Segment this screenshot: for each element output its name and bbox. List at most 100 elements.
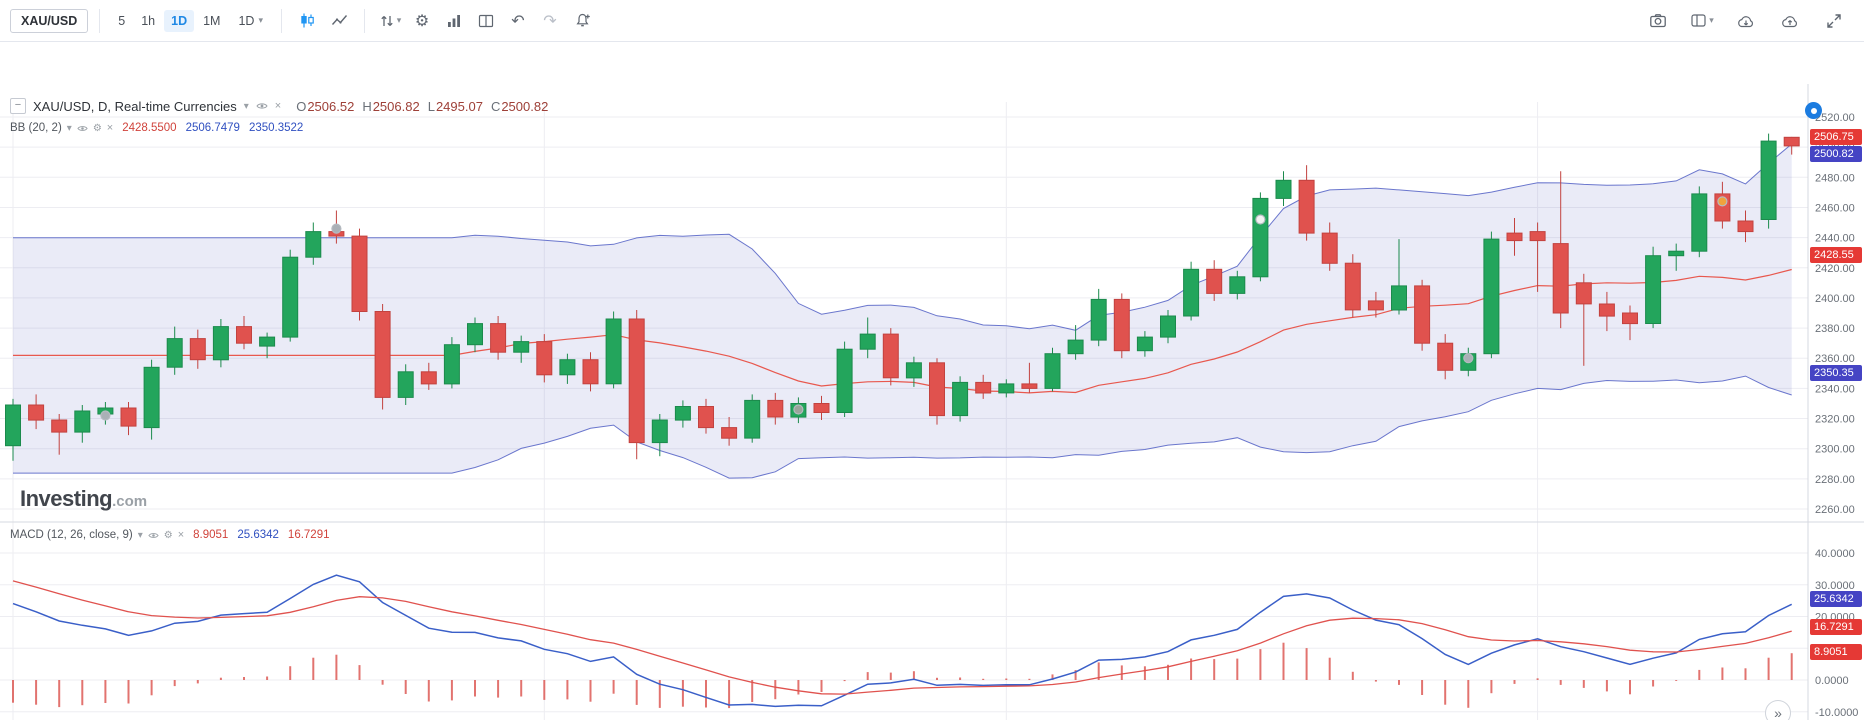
chevron-down-icon[interactable]: ▾ — [66, 122, 72, 134]
candle — [1113, 293, 1130, 359]
price-tick-label: 2480.00 — [1815, 172, 1855, 184]
axis-price-tag: 25.6342 — [1810, 591, 1862, 607]
candle — [5, 398, 21, 461]
low-value: 2495.07 — [435, 98, 483, 114]
price-tick-label: 2320.00 — [1815, 414, 1855, 426]
candle — [490, 316, 507, 360]
candle — [975, 374, 992, 399]
visibility-icon[interactable] — [148, 530, 159, 541]
macd-legend: MACD (12, 26, close, 9) ▾ ⚙ × 8.9051 25.… — [10, 529, 330, 541]
candle — [1760, 133, 1777, 229]
alert-button[interactable] — [568, 7, 596, 35]
chevron-down-icon[interactable]: ▾ — [137, 529, 143, 541]
timeframe-button-1m[interactable]: 1M — [196, 10, 227, 32]
candle — [1021, 362, 1038, 393]
axis-price-tag: 2428.55 — [1810, 247, 1862, 263]
compare-button[interactable]: ▾ — [376, 7, 404, 35]
undo-icon: ↶ — [511, 12, 525, 30]
candle — [443, 337, 460, 389]
low-label: L — [427, 98, 435, 114]
candle — [1691, 186, 1708, 258]
event-marker[interactable] — [100, 410, 111, 421]
candlestick-icon — [300, 13, 314, 28]
candle — [767, 392, 784, 425]
candle — [1414, 279, 1431, 351]
screenshot-button[interactable] — [1644, 7, 1672, 35]
panel-layout-button[interactable] — [472, 7, 500, 35]
event-marker[interactable] — [1255, 214, 1266, 225]
price-tick-label: 2460.00 — [1815, 202, 1855, 214]
timeframe-dropdown-button[interactable]: 1D ▾ — [231, 10, 270, 32]
line-style-button[interactable] — [325, 7, 353, 35]
candle — [1229, 270, 1246, 300]
candle — [305, 222, 322, 265]
macd-signal-line — [12, 580, 1792, 695]
timeframe-button-5[interactable]: 5 — [111, 10, 132, 32]
settings-button[interactable]: ⚙ — [408, 7, 436, 35]
candle — [1321, 222, 1338, 271]
candle — [859, 317, 876, 359]
timeframe-group: 5 1h 1D 1M — [111, 9, 227, 32]
visibility-icon[interactable] — [77, 123, 88, 134]
close-icon[interactable]: × — [177, 529, 185, 541]
undo-button[interactable]: ↶ — [504, 7, 532, 35]
macd-label: MACD (12, 26, close, 9) — [10, 529, 133, 541]
macd-tick-label: 40.0000 — [1815, 548, 1855, 560]
price-tick-label: 2260.00 — [1815, 504, 1855, 516]
candlestick-style-button[interactable] — [293, 7, 321, 35]
candle — [1136, 331, 1153, 357]
price-tick-label: 2440.00 — [1815, 233, 1855, 245]
event-marker[interactable] — [331, 223, 342, 234]
gear-icon[interactable]: ⚙ — [92, 122, 102, 134]
candle — [559, 353, 576, 384]
split-panel-icon — [478, 14, 494, 27]
scroll-to-latest-button[interactable]: » — [1765, 700, 1791, 720]
gear-icon[interactable]: ⚙ — [163, 529, 173, 541]
indicators-button[interactable] — [440, 7, 468, 35]
event-badge[interactable] — [1805, 102, 1822, 119]
close-label: C — [490, 98, 501, 114]
fullscreen-button[interactable] — [1820, 7, 1848, 35]
fullscreen-icon — [1827, 13, 1841, 28]
top-toolbar: XAU/USD 5 1h 1D 1M 1D ▾ — [0, 0, 1864, 42]
price-tick-label: 2380.00 — [1815, 323, 1855, 335]
price-tick-label: 2360.00 — [1815, 353, 1855, 365]
event-marker[interactable] — [1463, 353, 1474, 364]
symbol-button[interactable]: XAU/USD — [10, 8, 89, 33]
chevron-down-icon[interactable]: ▾ — [243, 100, 249, 112]
close-icon[interactable]: × — [274, 100, 282, 112]
redo-button[interactable]: ↷ — [536, 7, 564, 35]
watermark-tld: .com — [112, 493, 148, 510]
event-marker[interactable] — [1717, 196, 1728, 207]
candle — [998, 379, 1015, 398]
timeframe-dropdown-label: 1D — [238, 13, 255, 28]
candle — [1067, 325, 1084, 360]
save-chart-button[interactable] — [1776, 7, 1804, 35]
chart-canvas[interactable]: 2520.002500.002480.002460.002440.002420.… — [0, 84, 1864, 720]
collapse-panel-button[interactable]: − — [10, 98, 26, 114]
close-icon[interactable]: × — [106, 122, 114, 134]
timeframe-button-1h[interactable]: 1h — [134, 10, 162, 32]
timeframe-button-1d[interactable]: 1D — [164, 9, 195, 32]
price-tick-label: 2420.00 — [1815, 263, 1855, 275]
candle — [744, 394, 761, 443]
event-marker[interactable] — [793, 404, 804, 415]
open-label: O — [296, 98, 307, 114]
axis-price-tag: 8.9051 — [1810, 644, 1862, 660]
candle — [1622, 305, 1638, 341]
load-chart-button[interactable] — [1732, 7, 1760, 35]
chart-title: XAU/USD, D, Real-time Currencies — [33, 98, 237, 114]
visibility-icon[interactable] — [256, 100, 268, 112]
layout-select-button[interactable]: ▾ — [1688, 7, 1716, 35]
chevron-down-icon: ▾ — [396, 15, 402, 25]
bb-lower-value: 2350.3522 — [248, 122, 304, 134]
candle — [143, 359, 160, 440]
candle — [1044, 347, 1061, 392]
candle — [1275, 171, 1292, 206]
price-tick-label: 2400.00 — [1815, 293, 1855, 305]
chart-area: 2520.002500.002480.002460.002440.002420.… — [0, 42, 1864, 720]
open-value: 2506.52 — [307, 98, 355, 114]
candle — [166, 326, 183, 375]
candle — [51, 414, 68, 455]
